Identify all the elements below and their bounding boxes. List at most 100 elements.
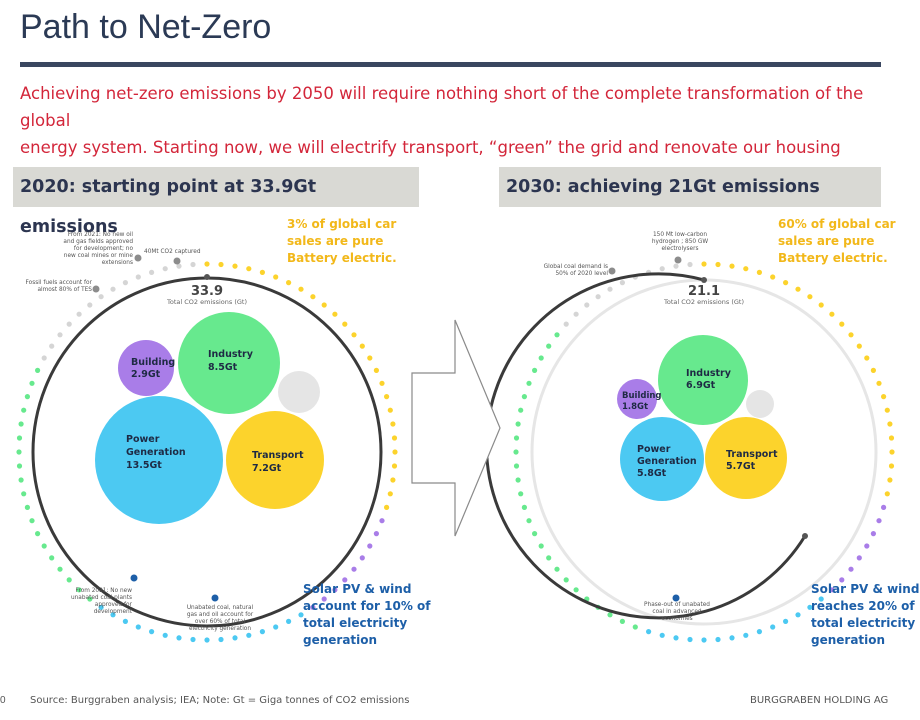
- left-building-name: Building: [131, 357, 175, 368]
- ring-dot: [24, 504, 30, 510]
- left-ann-marker-co2: [173, 257, 181, 265]
- ring-dot: [889, 449, 895, 455]
- left-bubble-building: [118, 340, 174, 396]
- right-power-value: 5.8Gt: [637, 468, 667, 479]
- right-ann-phase-2: coal in advanced: [652, 609, 702, 615]
- ring-dot: [888, 463, 895, 469]
- ring-dot: [310, 604, 316, 610]
- ring-dot: [387, 407, 393, 413]
- ring-dot: [204, 261, 210, 267]
- right-ann-h2-2: hydrogen ; 850 GW: [652, 239, 709, 245]
- ring-dot: [57, 566, 63, 572]
- left-callout-ev-line-1: 3% of global car: [287, 217, 397, 231]
- ring-dot: [66, 577, 72, 583]
- ring-dot: [870, 531, 877, 537]
- right-ann-phase-3: economies: [661, 616, 692, 622]
- right-callout-ev: 60% of global car sales are pure Battery…: [778, 216, 896, 267]
- ring-dot: [848, 332, 854, 338]
- ring-dot: [876, 380, 882, 386]
- ring-dot: [546, 343, 552, 349]
- ring-dot: [21, 491, 27, 497]
- ring-dot: [204, 637, 210, 643]
- left-building-value: 2.9Gt: [131, 369, 161, 380]
- ring-dot: [24, 394, 30, 400]
- ring-dot: [310, 294, 316, 300]
- right-bubble-other: [746, 390, 774, 418]
- left-bubble-industry: [178, 312, 280, 414]
- ring-dot: [384, 504, 390, 510]
- left-transport-name: Transport: [252, 450, 304, 461]
- ring-dot: [29, 380, 35, 386]
- right-bubble-transport: [705, 417, 787, 499]
- ring-dot: [87, 596, 93, 602]
- right-ann-phase-1: Phase-out of unabated: [644, 602, 710, 608]
- left-callout-ev: 3% of global car sales are pure Battery …: [287, 216, 397, 267]
- panel-header-2020: 2020: starting point at 33.9Gt emissions: [13, 167, 419, 237]
- ring-dot: [321, 596, 327, 602]
- ring-dot: [607, 286, 613, 292]
- transition-arrow: [411, 319, 501, 537]
- left-power-value: 13.5Gt: [126, 460, 162, 471]
- ring-dot: [246, 632, 252, 638]
- ring-dot: [743, 632, 749, 638]
- ring-dot: [18, 477, 24, 483]
- ring-dot: [526, 380, 532, 386]
- ring-dot: [391, 435, 398, 441]
- right-ring-track: [530, 278, 878, 626]
- ring-dot: [554, 332, 560, 338]
- ring-dot: [607, 612, 613, 618]
- ring-dot: [795, 286, 801, 292]
- left-total-label: Total CO2 emissions (Gt): [166, 298, 247, 306]
- right-ann-marker-h2: [674, 256, 682, 264]
- right-building-name: Building: [622, 391, 662, 401]
- left-ann-oil-4: new coal mines or mine: [64, 253, 134, 259]
- right-ann-marker-phase: [672, 594, 680, 602]
- ring-dot: [16, 463, 23, 469]
- right-total-value: 21.1: [688, 284, 720, 299]
- left-ann-oil-3: for development; no: [74, 246, 134, 252]
- ring-dot: [532, 367, 538, 373]
- right-bubble-power: [620, 417, 704, 501]
- right-callout-solar-line-4: generation: [811, 633, 886, 647]
- ring-dot: [98, 604, 104, 610]
- ring-dot: [856, 343, 862, 349]
- ring-dot: [176, 635, 182, 641]
- ring-dot: [701, 637, 707, 643]
- ring-dot: [373, 531, 379, 537]
- left-callout-ev-line-3: Battery electric.: [287, 251, 397, 265]
- right-total-label: Total CO2 emissions (Gt): [663, 298, 744, 306]
- ring-dot: [673, 635, 679, 641]
- ring-dot: [538, 355, 544, 361]
- ring-dot: [392, 449, 398, 455]
- ring-dot: [321, 302, 327, 308]
- ring-dot: [715, 636, 721, 643]
- ring-dot: [864, 355, 870, 361]
- ring-dot: [162, 632, 168, 638]
- right-callout-solar-line-3: total electricity: [811, 616, 916, 630]
- ring-dot: [390, 477, 396, 483]
- ring-dot: [342, 321, 348, 327]
- right-building-value: 1.8Gt: [622, 402, 648, 412]
- left-bubble-other: [278, 371, 320, 413]
- ring-dot: [864, 543, 870, 549]
- ring-dot: [190, 636, 196, 643]
- right-callout-solar-line-2: reaches 20% of: [811, 599, 915, 613]
- left-callout-solar-line-2: account for 10% of: [303, 599, 431, 613]
- ring-dot: [384, 394, 390, 400]
- ring-dot: [881, 394, 887, 400]
- ring-dot: [122, 280, 128, 286]
- right-ann-coal-2: 50% of 2020 level: [555, 271, 608, 277]
- ring-dot: [783, 618, 789, 625]
- ring-dot: [135, 624, 141, 630]
- ring-dot: [526, 518, 532, 524]
- ring-dot: [848, 566, 854, 572]
- ring-dot: [619, 280, 626, 286]
- ring-dot: [673, 263, 679, 269]
- ring-dot: [122, 618, 128, 625]
- ring-dot: [515, 477, 521, 483]
- ring-dot: [829, 311, 835, 317]
- left-callout-solar-line-3: total electricity: [303, 616, 408, 630]
- ring-dot: [342, 577, 348, 583]
- ring-dot: [18, 421, 24, 427]
